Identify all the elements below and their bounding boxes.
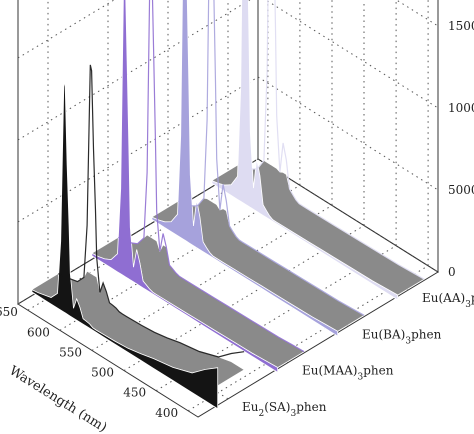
series-Eu(MAA)3phen (91, 0, 305, 374)
series-label: Eu(BA)3phen (362, 327, 442, 346)
x-tick-label: 450 (123, 386, 146, 400)
floor (17, 158, 439, 418)
x-tick-label: 650 (0, 305, 18, 319)
back-wall-right (257, 0, 439, 273)
x-tick-label: 400 (155, 406, 178, 420)
series-edge (238, 0, 425, 280)
z-tick-label: 5000 (448, 183, 474, 197)
series-label: Eu(AA)3phen (422, 291, 474, 310)
x-tick-label: 500 (91, 366, 114, 380)
z-tick-label: 0 (448, 265, 456, 279)
gridline-intensity (17, 76, 439, 223)
series-spectrum (211, 0, 399, 301)
series-label: Eu2(SA)3phen (242, 400, 327, 419)
series-Eu2(SA)3phen (31, 64, 245, 410)
series-edge (58, 64, 245, 358)
series-Eu(AA)3phen (211, 0, 425, 301)
x-tick-label: 550 (59, 345, 82, 359)
series-spectrum (91, 0, 279, 374)
series-edge (118, 0, 305, 353)
z-tick-label: 15000 (448, 19, 474, 33)
series-Eu(BA)3phen (151, 0, 365, 337)
x-tick-label: 600 (27, 325, 50, 339)
series-label: Eu(MAA)3phen (302, 364, 394, 383)
series-spectrum (31, 80, 219, 410)
series-spectrum (151, 0, 339, 337)
series-edge (178, 0, 365, 316)
series-ribbons (31, 0, 425, 410)
gridline-wavelength (187, 0, 429, 412)
z-tick-label: 10000 (448, 101, 474, 115)
